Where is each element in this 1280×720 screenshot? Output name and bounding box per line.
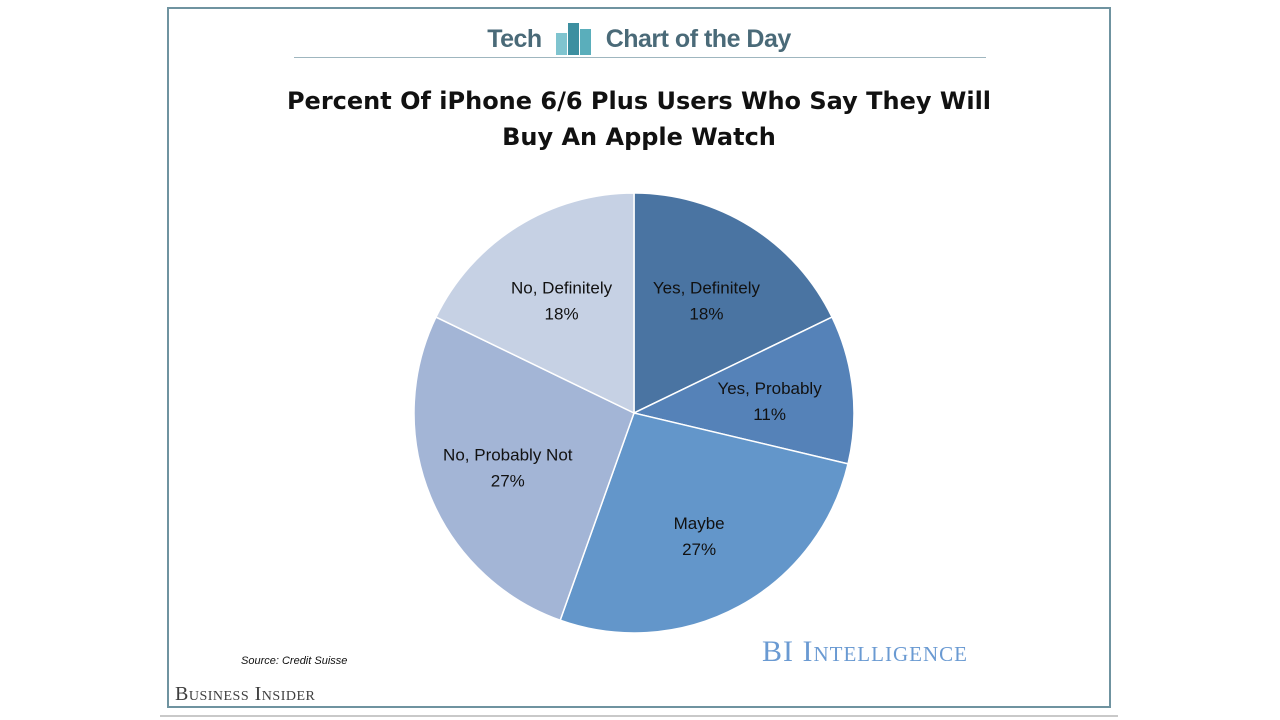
slice-label: Maybe [674, 514, 725, 533]
chart-header: Tech Chart of the Day [169, 23, 1109, 55]
source-note: Source: Credit Suisse [241, 655, 348, 667]
pie-chart: Yes, Definitely 18% Yes, Probably 11% Maybe 2… [413, 192, 855, 634]
slice-value-label: 11% [753, 405, 786, 424]
slice-label: Yes, Definitely [653, 278, 761, 297]
pie-slice-yes-definitely [633, 192, 834, 415]
chart-title-line-2: Buy An Apple Watch [502, 123, 776, 151]
slice-label: No, Definitely [511, 278, 613, 297]
pie-slice-maybe [559, 412, 849, 634]
header-chart-of-the-day-label: Chart of the Day [605, 24, 792, 53]
slice-value-label: 18% [545, 304, 579, 323]
bar-chart-icon [555, 23, 591, 55]
pie-slice-no-probably-not [413, 316, 635, 622]
slice-label: Yes, Probably [717, 379, 822, 398]
pie-slice-no-definitely [434, 192, 635, 415]
slice-label: No, Probably Not [443, 446, 573, 465]
slice-value-label: 27% [491, 472, 525, 491]
chart-frame: Tech Chart of the Day Percent Of iPhone … [167, 7, 1111, 708]
header-tech-label: Tech [487, 24, 542, 53]
slice-value-label: 27% [682, 540, 716, 559]
business-insider-logo: Business Insider [175, 683, 316, 705]
bottom-rule [160, 715, 1118, 717]
chart-title: Percent Of iPhone 6/6 Plus Users Who Say… [169, 83, 1109, 155]
slice-value-label: 18% [689, 304, 723, 323]
bi-intelligence-logo: BI Intelligence [762, 635, 968, 668]
pie-slice-yes-probably [631, 316, 855, 465]
header-divider [294, 57, 986, 58]
chart-title-line-1: Percent Of iPhone 6/6 Plus Users Who Say… [286, 87, 992, 115]
